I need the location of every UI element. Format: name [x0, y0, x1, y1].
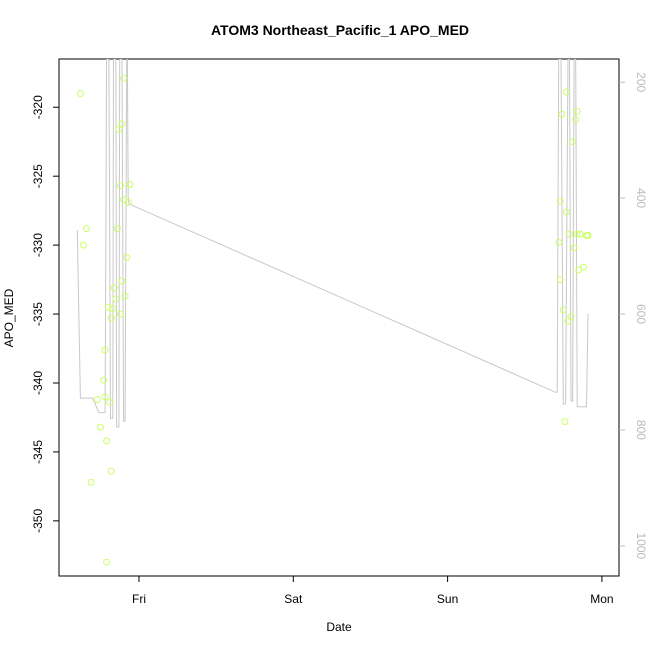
data-point-43 — [570, 244, 578, 252]
data-point-20 — [117, 182, 124, 190]
y2-tick-label-1: 400 — [634, 188, 648, 208]
data-point-42 — [569, 138, 577, 146]
data-point-10 — [103, 558, 111, 566]
data-point-2 — [83, 225, 90, 233]
y2-tick-label-2: 600 — [634, 304, 648, 324]
data-point-34 — [558, 110, 566, 118]
data-point-22 — [118, 277, 126, 285]
data-point-31 — [555, 238, 563, 246]
data-point-28 — [124, 198, 132, 206]
data-point-24 — [120, 74, 128, 82]
data-point-27 — [123, 254, 131, 261]
data-point-8 — [101, 393, 109, 401]
data-point-26 — [121, 292, 129, 300]
y2-tick-label-3: 800 — [634, 420, 648, 440]
x-tick-label-0: Fri — [132, 592, 146, 606]
y-axis-right: 200 400 600 800 1000 — [619, 72, 648, 560]
data-point-11 — [104, 303, 112, 311]
x-axis-label: Date — [326, 620, 352, 634]
data-point-19 — [115, 125, 123, 133]
data-point-9 — [103, 437, 111, 445]
data-point-13 — [107, 467, 115, 475]
data-point-40 — [566, 230, 573, 238]
x-tick-label-2: Sun — [437, 592, 458, 606]
series-points-group — [76, 74, 592, 566]
y-tick-label-1: -325 — [31, 164, 45, 188]
data-point-16 — [110, 284, 118, 292]
data-point-33 — [556, 197, 564, 205]
data-point-35 — [559, 306, 567, 314]
x-axis: Fri Sat Sun Mon — [132, 576, 614, 606]
series-line-group — [76, 59, 589, 428]
data-point-44 — [572, 116, 580, 124]
y-axis-left: -320 -325 -330 -335 -340 -345 -350 — [31, 95, 59, 533]
y2-tick-label-4: 1000 — [634, 533, 648, 560]
data-point-52 — [584, 232, 592, 239]
chart-title: ATOM3 Northeast_Pacific_1 APO_MED — [211, 22, 469, 38]
data-point-38 — [562, 88, 570, 96]
y-tick-label-4: -340 — [31, 371, 45, 395]
y-tick-label-2: -330 — [31, 233, 45, 257]
data-point-46 — [573, 230, 581, 238]
data-point-23 — [118, 120, 126, 128]
data-point-36 — [561, 418, 569, 426]
data-point-21 — [117, 310, 124, 318]
data-point-1 — [80, 241, 87, 249]
data-point-5 — [96, 423, 104, 431]
data-point-7 — [101, 346, 109, 354]
x-tick-label-1: Sat — [284, 592, 303, 606]
data-point-14 — [107, 314, 115, 322]
data-point-6 — [100, 376, 107, 384]
y-tick-label-3: -335 — [31, 302, 45, 326]
plot-frame — [58, 58, 620, 577]
x-tick-label-3: Mon — [590, 592, 613, 606]
data-point-4 — [93, 396, 101, 403]
data-point-15 — [109, 305, 117, 312]
data-point-30 — [126, 181, 134, 188]
y2-tick-label-0: 200 — [634, 72, 648, 92]
data-point-17 — [112, 295, 120, 303]
data-point-37 — [562, 208, 570, 216]
y-tick-label-5: -345 — [31, 440, 45, 464]
y-tick-label-0: -320 — [31, 95, 45, 119]
data-point-49 — [579, 263, 587, 271]
data-point-41 — [567, 313, 575, 321]
data-point-18 — [113, 225, 121, 233]
data-point-45 — [573, 107, 581, 115]
data-point-12 — [106, 398, 114, 406]
series-line — [76, 59, 589, 428]
y-tick-label-6: -350 — [31, 509, 45, 533]
data-point-32 — [556, 276, 564, 284]
data-point-0 — [76, 90, 84, 97]
y-axis-label: APO_MED — [2, 288, 16, 347]
data-point-3 — [87, 478, 95, 486]
